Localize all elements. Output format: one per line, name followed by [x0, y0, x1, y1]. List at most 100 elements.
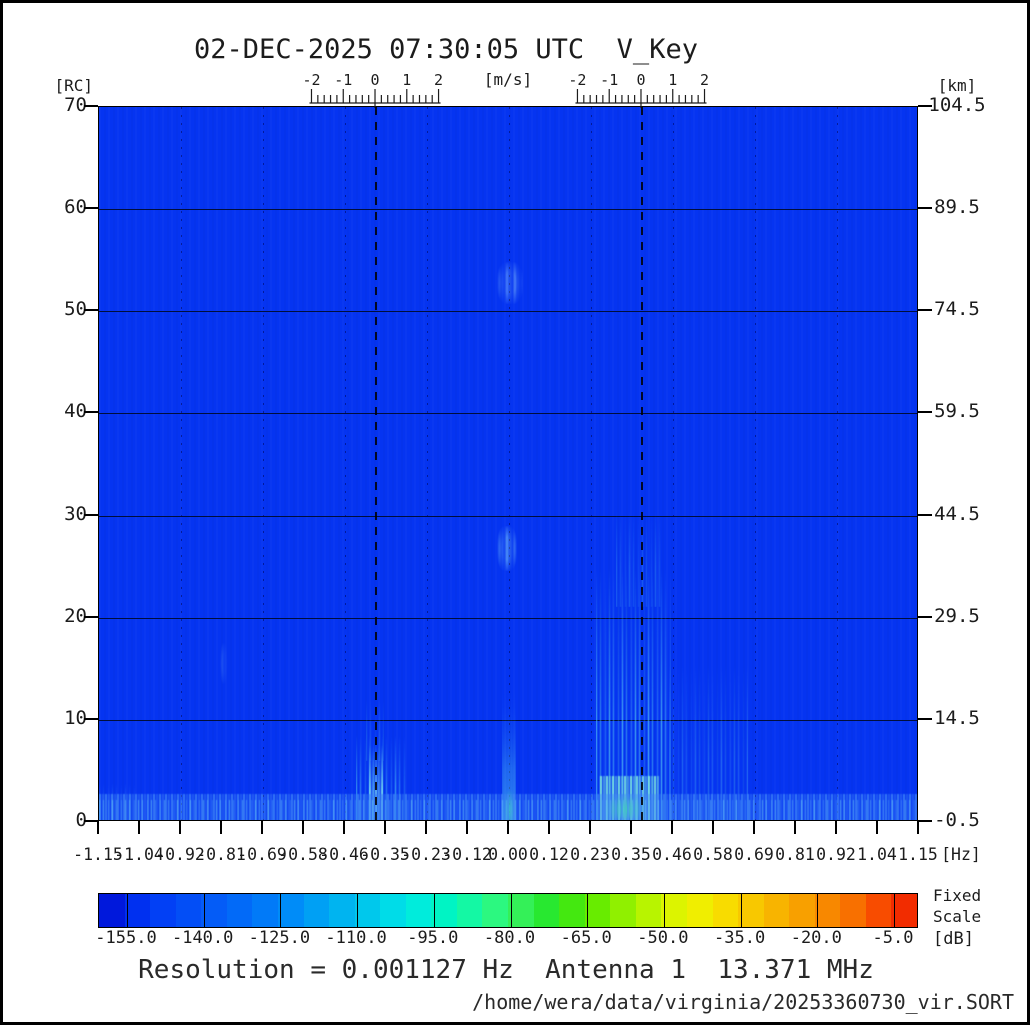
bottom-tick-mark	[97, 821, 99, 834]
colorbar-segment-8	[303, 894, 330, 927]
colorbar-segment-0	[99, 894, 125, 927]
colorbar-segment-5	[226, 894, 253, 927]
bottom-tick-mark	[343, 821, 345, 834]
grid-line-rc-20	[99, 617, 917, 619]
right-tick-label: 89.5	[934, 196, 980, 219]
colorbar-segment-6	[252, 894, 278, 927]
colorbar-segment-21	[635, 894, 662, 927]
echo-spot-mid	[496, 525, 517, 571]
right-tick-label: 29.5	[934, 604, 980, 627]
colorbar-segment-22	[661, 894, 687, 927]
echo-spot-upper	[496, 262, 524, 305]
left-tick-label-10: 10	[64, 706, 87, 729]
bottom-tick-mark	[794, 821, 796, 834]
bottom-tick-mark	[138, 821, 140, 834]
dotted-grid-line-hz	[345, 107, 346, 820]
right-tick-label: 14.5	[934, 706, 980, 729]
bottom-tick-mark	[835, 821, 837, 834]
left-axis-unit-label: [RC]	[54, 76, 93, 95]
bottom-tick-mark	[261, 821, 263, 834]
right-tick-mark	[918, 717, 932, 720]
colorbar-tick-mark	[433, 894, 435, 927]
right-tick-mark	[918, 309, 932, 312]
colorbar-segment-27	[789, 894, 815, 927]
ruler-label: 2	[700, 71, 709, 89]
zero-hz-column	[501, 689, 517, 820]
left-tick-mark	[84, 309, 98, 312]
ruler-label: -2	[302, 71, 320, 89]
colorbar-tick-mark	[203, 894, 205, 927]
plot-title: 02-DEC-2025 07:30:05 UTC V_Key	[194, 34, 698, 65]
bottom-tick-label-0.58: 0.58	[693, 845, 733, 864]
colorbar-tick-label--125.0: -125.0	[248, 928, 311, 948]
bottom-tick-mark	[384, 821, 386, 834]
bottom-tick-mark	[425, 821, 427, 834]
colorbar-segment-29	[840, 894, 866, 927]
right-tick-mark	[918, 207, 932, 210]
colorbar-tick-mark	[587, 894, 589, 927]
colorbar-unit-label: [dB]	[933, 929, 974, 949]
colorbar-tick-label--110.0: -110.0	[325, 928, 387, 948]
ruler-label: 1	[668, 71, 677, 89]
bragg-line-positive	[640, 107, 643, 820]
colorbar-segment-26	[763, 894, 790, 927]
bottom-tick-mark	[507, 821, 509, 834]
left-tick-mark	[84, 411, 98, 414]
colorbar-segment-9	[329, 894, 355, 927]
right-tick-mark	[918, 411, 932, 414]
bottom-tick-label--0.81: -0.81	[196, 845, 246, 864]
colorbar-tick-mark	[127, 894, 128, 927]
colorbar-tick-label--5.0: -5.0	[872, 928, 914, 948]
ruler-label: 0	[371, 71, 380, 89]
right-tick-mark	[918, 513, 932, 516]
bottom-tick-mark	[630, 821, 632, 834]
colorbar-tick-mark	[817, 894, 819, 927]
bottom-tick-mark	[671, 821, 673, 834]
dotted-grid-line-hz	[427, 107, 428, 820]
bottom-tick-label--0.23: -0.23	[401, 845, 451, 864]
right-tick-label: 104.5	[928, 94, 986, 116]
bottom-tick-label-0.00: 0.00	[488, 845, 528, 864]
left-tick-label-0: 0	[75, 809, 87, 831]
bottom-tick-label--1.15: -1.15	[73, 845, 123, 864]
left-tick-mark	[84, 513, 98, 516]
colorbar-segment-25	[738, 894, 764, 927]
bottom-tick-label-0.46: 0.46	[652, 845, 692, 864]
bottom-tick-mark	[466, 821, 468, 834]
colorbar-tick-label--80.0: -80.0	[483, 928, 536, 948]
right-tick-label: 59.5	[934, 400, 980, 423]
bottom-tick-mark	[876, 821, 878, 834]
right-tick-mark	[918, 105, 932, 107]
colorbar-segment-1	[124, 894, 151, 927]
colorbar-segment-11	[380, 894, 406, 927]
ruler-label: -1	[334, 71, 352, 89]
grid-line-rc-60	[99, 209, 917, 211]
colorbar-segment-30	[865, 894, 892, 927]
colorbar-tick-label--50.0: -50.0	[637, 928, 689, 948]
bottom-tick-mark	[548, 821, 550, 834]
bottom-tick-label-0.23: 0.23	[570, 845, 610, 864]
left-tick-label-50: 50	[64, 298, 87, 321]
bottom-tick-label--0.69: -0.69	[237, 845, 287, 864]
left-tick-mark	[84, 717, 98, 720]
bottom-tick-mark	[917, 821, 919, 834]
dotted-grid-line-hz	[673, 107, 674, 820]
right-tick-label: 74.5	[934, 298, 980, 321]
colorbar-tick-label--20.0: -20.0	[790, 928, 842, 948]
bottom-tick-label--0.92: -0.92	[155, 845, 205, 864]
left-tick-label-40: 40	[64, 400, 87, 423]
right-tick-mark	[918, 820, 932, 822]
colorbar-segment-17	[533, 894, 560, 927]
colorbar-segment-12	[405, 894, 432, 927]
ruler-label: -2	[568, 71, 586, 89]
bottom-tick-mark	[302, 821, 304, 834]
dotted-grid-line-hz	[509, 107, 510, 820]
source-file-path: /home/wera/data/virginia/20253360730_vir…	[472, 990, 1014, 1014]
left-edge-noise	[99, 783, 139, 820]
left-tick-label-20: 20	[64, 604, 87, 627]
colorbar-tick-mark	[280, 894, 282, 927]
bottom-tick-label-1.04: 1.04	[857, 845, 897, 864]
bottom-tick-label--0.46: -0.46	[319, 845, 369, 864]
bottom-tick-label-0.92: 0.92	[816, 845, 856, 864]
colorbar-segment-4	[201, 894, 227, 927]
